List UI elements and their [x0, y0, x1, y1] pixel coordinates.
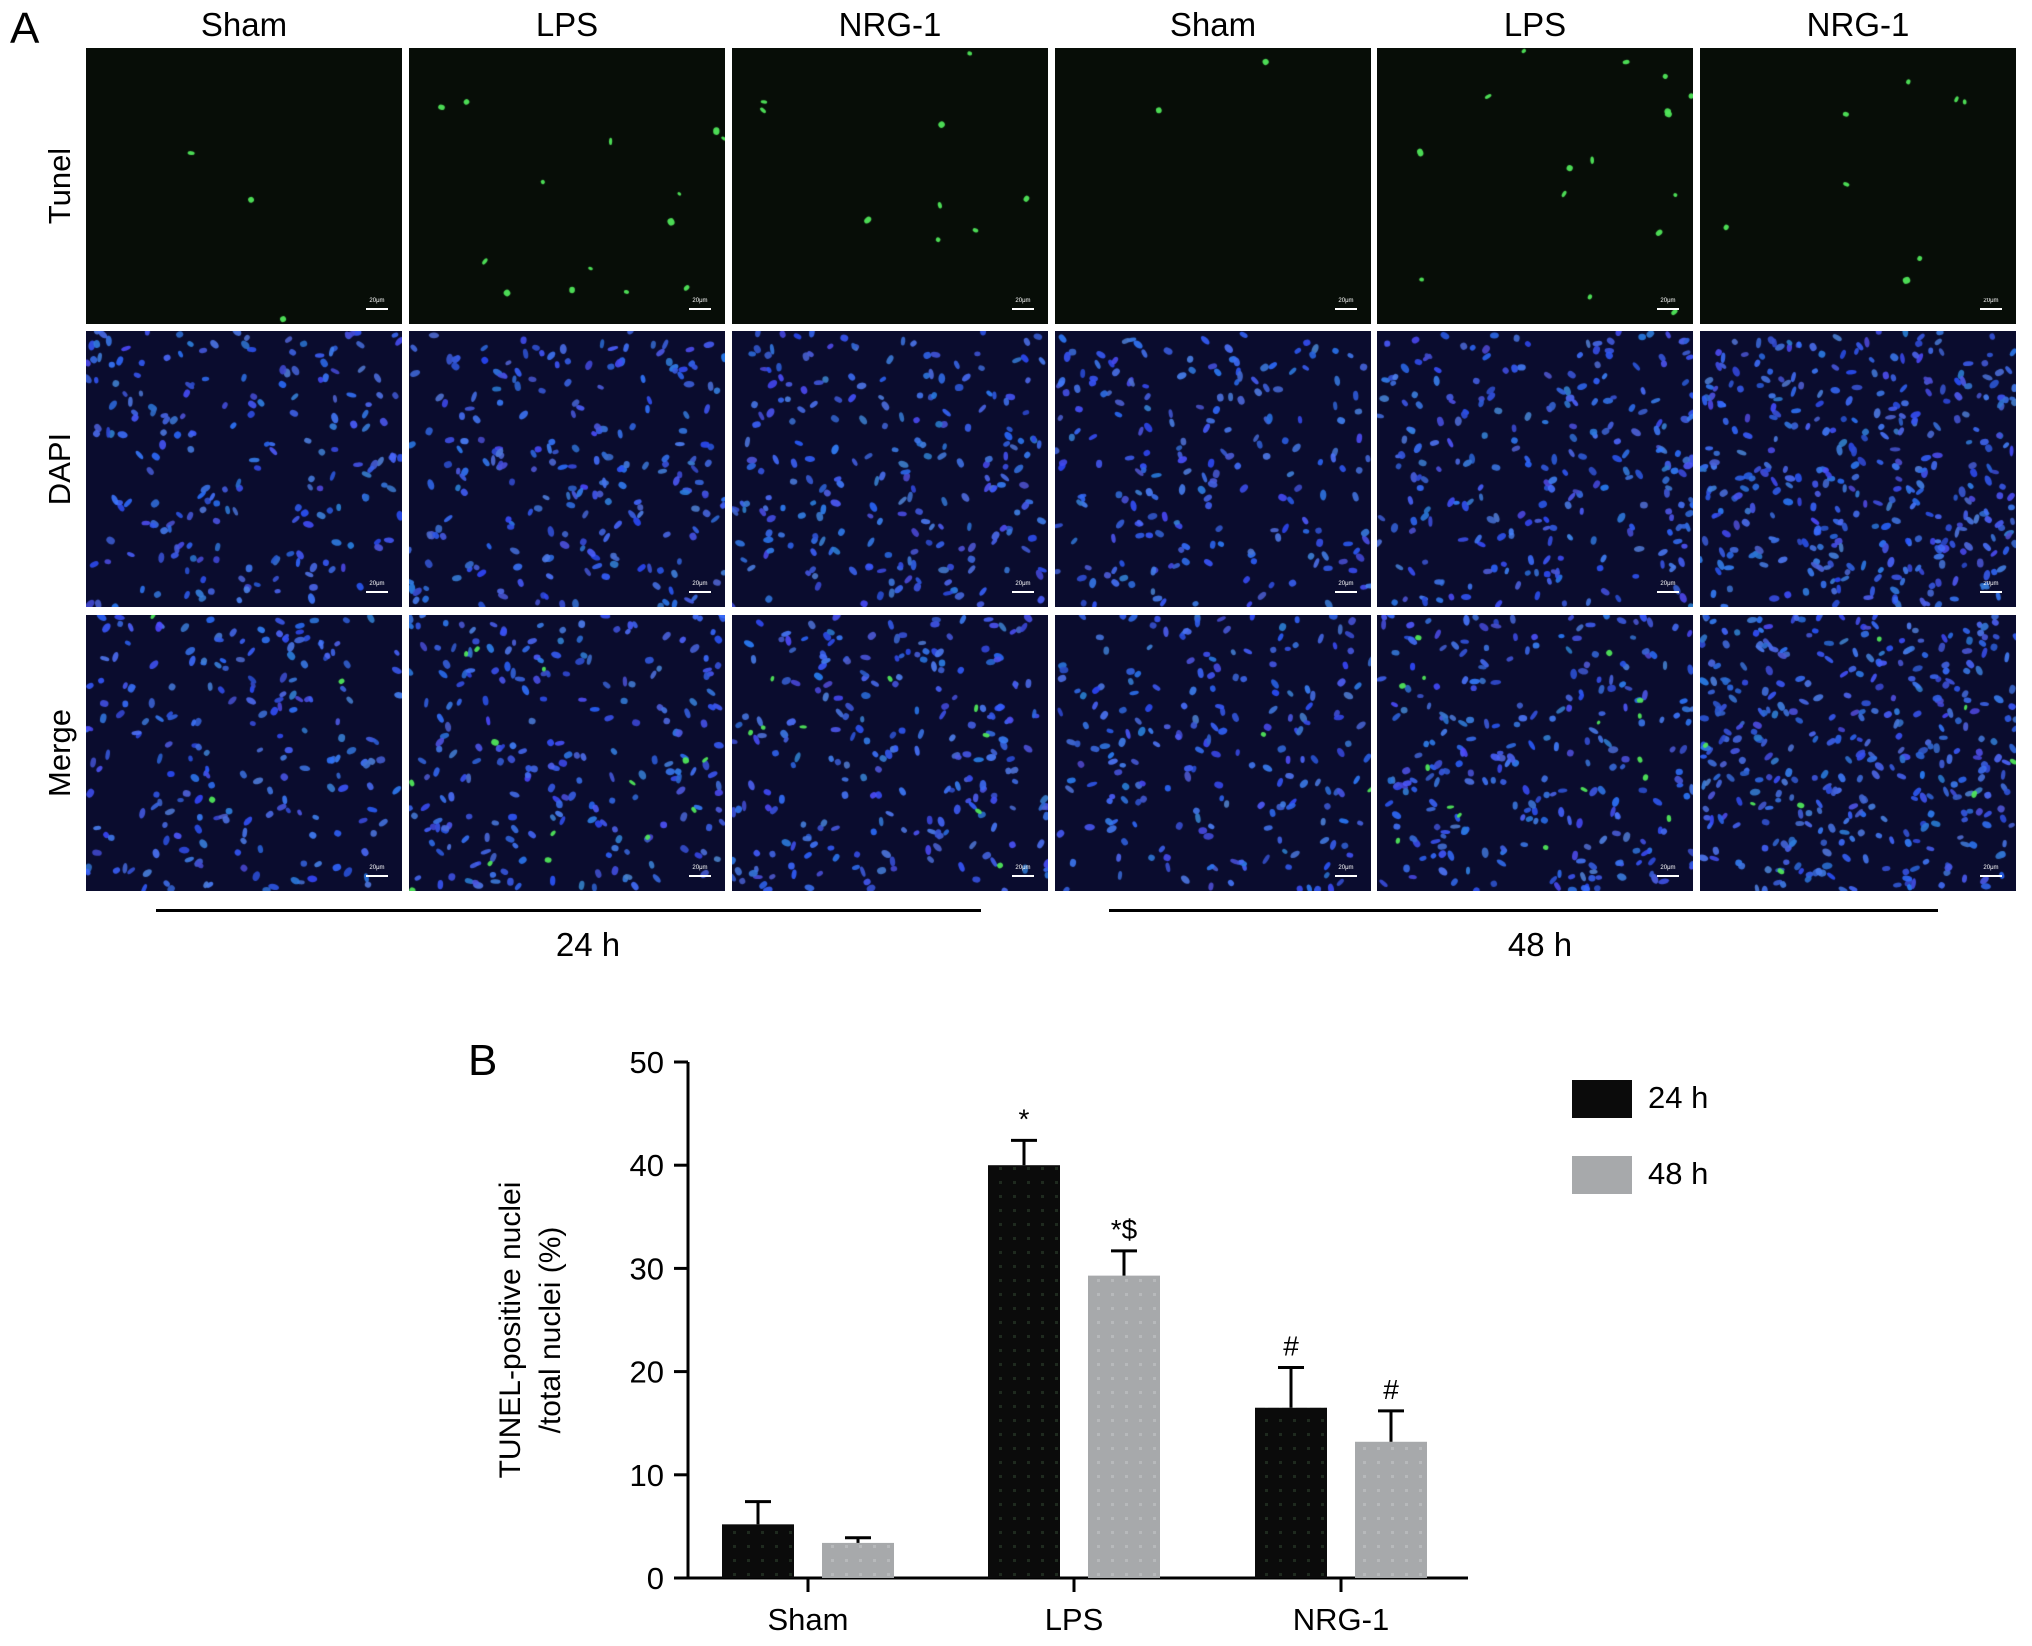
micrograph-merge-sham-48h: 20μm [1055, 615, 1371, 891]
legend-swatch-48h [1572, 1156, 1632, 1194]
column-header-lps-48h: LPS [1503, 6, 1567, 43]
y-tick-label: 20 [630, 1355, 664, 1390]
panel-b-letter: B [468, 1036, 498, 1085]
micrograph-dapi-nrg-1-48h: 20μm [1700, 331, 2016, 607]
scale-bar: 20μm [1980, 581, 2002, 593]
bar-sham-24h [722, 1524, 794, 1578]
bar-nrg-1-48h [1355, 1441, 1427, 1578]
column-header-sham-24h: Sham [200, 6, 288, 43]
micrograph-tunel-sham-48h: 20μm [1055, 48, 1371, 324]
scale-bar: 20μm [1980, 298, 2002, 310]
y-tick-label: 0 [647, 1561, 664, 1596]
scale-bar: 20μm [1657, 581, 1679, 593]
micrograph-dapi-lps-48h: 20μm [1377, 331, 1693, 607]
time-bracket-48h [1109, 909, 1938, 912]
y-tick-label: 10 [630, 1458, 664, 1493]
column-header-nrg-1-24h: NRG-1 [838, 6, 942, 43]
significance-mark: # [1383, 1374, 1399, 1405]
y-axis-label-line1: TUNEL-positive nuclei [494, 1182, 527, 1479]
micrograph-merge-lps-48h: 20μm [1377, 615, 1693, 891]
scale-bar: 20μm [1657, 298, 1679, 310]
micrograph-merge-nrg-1-24h: 20μm [732, 615, 1048, 891]
scale-bar: 20μm [689, 298, 711, 310]
micrograph-merge-nrg-1-48h: 20μm [1700, 615, 2016, 891]
column-header-nrg-1-48h: NRG-1 [1806, 6, 1910, 43]
scale-bar: 20μm [689, 865, 711, 877]
micrograph-merge-lps-24h: 20μm [409, 615, 725, 891]
scale-bar: 20μm [1012, 298, 1034, 310]
scale-bar: 20μm [1335, 581, 1357, 593]
legend-label-48h: 48 h [1648, 1156, 1709, 1191]
micrograph-tunel-lps-24h: 20μm [409, 48, 725, 324]
scale-bar: 20μm [1335, 865, 1357, 877]
time-label-48h: 48 h [1507, 926, 1573, 963]
scale-bar: 20μm [1657, 865, 1679, 877]
y-tick-label: 50 [630, 1045, 664, 1080]
time-bracket-24h [156, 909, 981, 912]
scale-bar: 20μm [366, 865, 388, 877]
legend-swatch-24h [1572, 1080, 1632, 1118]
micrograph-tunel-lps-48h: 20μm [1377, 48, 1693, 324]
x-tick-label-nrg-1: NRG-1 [1293, 1602, 1389, 1637]
micrograph-dapi-nrg-1-24h: 20μm [732, 331, 1048, 607]
x-tick-label-lps: LPS [1045, 1602, 1104, 1637]
y-axis-label-line2: /total nuclei (%) [534, 1227, 567, 1434]
y-tick-label: 40 [630, 1148, 664, 1183]
column-header-lps-24h: LPS [535, 6, 599, 43]
significance-mark: *$ [1111, 1214, 1138, 1245]
y-tick-label: 30 [630, 1251, 664, 1286]
scale-bar: 20μm [1012, 581, 1034, 593]
scale-bar: 20μm [1012, 865, 1034, 877]
micrograph-dapi-lps-24h: 20μm [409, 331, 725, 607]
legend-label-24h: 24 h [1648, 1080, 1709, 1115]
bar-lps-48h [1088, 1275, 1160, 1578]
column-header-sham-48h: Sham [1169, 6, 1257, 43]
significance-mark: # [1283, 1330, 1299, 1361]
scale-bar: 20μm [366, 581, 388, 593]
scale-bar: 20μm [1980, 865, 2002, 877]
significance-mark: * [1019, 1103, 1030, 1134]
micrograph-tunel-nrg-1-48h: 20μm [1700, 48, 2016, 324]
scale-bar: 20μm [689, 581, 711, 593]
time-label-24h: 24 h [555, 926, 621, 963]
micrograph-merge-sham-24h: 20μm [86, 615, 402, 891]
bar-lps-24h [988, 1165, 1060, 1578]
bar-sham-48h [822, 1542, 894, 1578]
panel-a-letter: A [10, 4, 40, 53]
x-tick-label-sham: Sham [768, 1602, 849, 1637]
micrograph-dapi-sham-48h: 20μm [1055, 331, 1371, 607]
micrograph-dapi-sham-24h: 20μm [86, 331, 402, 607]
bar-nrg-1-24h [1255, 1407, 1327, 1578]
scale-bar: 20μm [366, 298, 388, 310]
micrograph-tunel-nrg-1-24h: 20μm [732, 48, 1048, 324]
scale-bar: 20μm [1335, 298, 1357, 310]
micrograph-tunel-sham-24h: 20μm [86, 48, 402, 324]
